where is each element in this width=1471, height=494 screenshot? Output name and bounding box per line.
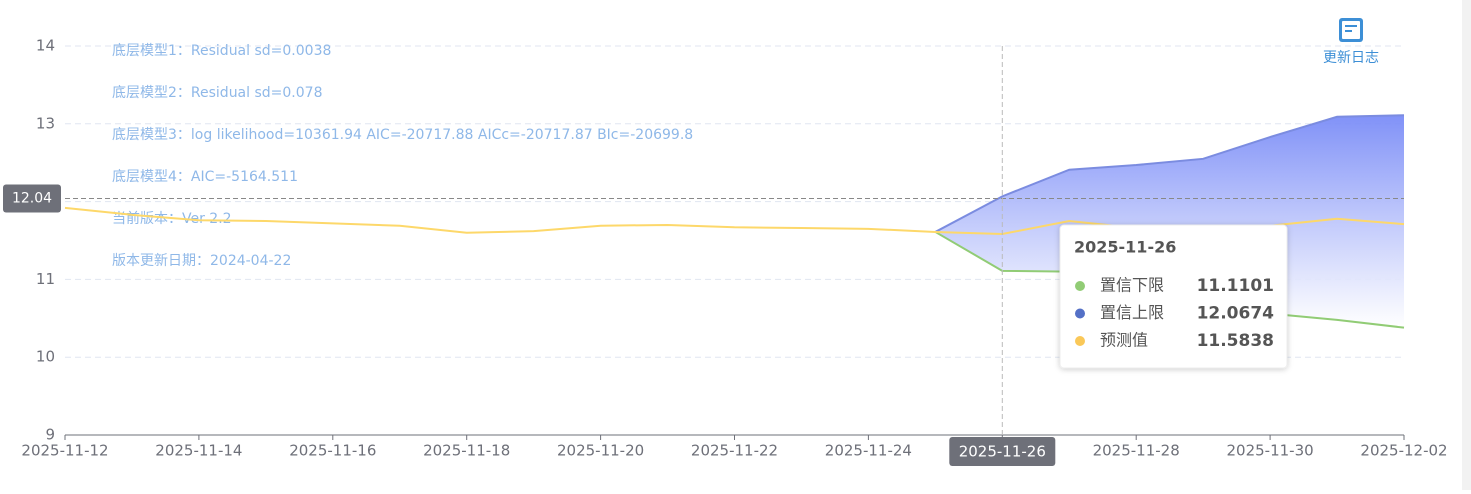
annotation: 版本更新日期：2024-04-22	[112, 253, 291, 269]
pointer-label-bg	[949, 437, 1056, 466]
tooltip-box	[1059, 224, 1288, 369]
annotation: 底层模型3：log likelihood=10361.94 AIC=-20717…	[112, 127, 693, 143]
tooltip-dot	[1075, 281, 1085, 291]
annotation: 底层模型2：Residual sd=0.078	[112, 85, 322, 101]
y-tick-label: 11	[36, 270, 55, 288]
x-tick-label: 2025-11-16	[289, 442, 376, 460]
tooltip-series-name: 置信上限	[1100, 303, 1164, 322]
x-tick-label: 2025-11-14	[155, 442, 242, 460]
series-line	[934, 114, 1405, 233]
pointer-label-y: 12.04	[12, 190, 52, 206]
y-tick-label: 9	[45, 426, 55, 444]
tooltip-value: 12.0674	[1197, 304, 1275, 324]
pointer-label-x: 2025-11-26	[959, 443, 1046, 461]
pointer-label-bg	[3, 184, 61, 213]
update-log-label[interactable]: 更新日志	[1323, 50, 1379, 66]
tooltip-title: 2025-11-26	[1074, 238, 1176, 257]
y-tick-label: 10	[36, 348, 55, 366]
tooltip-value: 11.5838	[1197, 331, 1274, 351]
x-tick-label: 2025-11-20	[557, 442, 644, 460]
tooltip-value: 11.1101	[1197, 276, 1274, 296]
update-log-button[interactable]: 更新日志	[1323, 18, 1379, 66]
scrollbar	[1462, 0, 1471, 490]
x-tick-label: 2025-12-02	[1360, 442, 1447, 460]
y-tick-label: 14	[36, 37, 55, 55]
y-tick-label: 13	[36, 114, 55, 132]
x-tick-label: 2025-11-28	[1093, 442, 1180, 460]
tooltip-dot	[1075, 308, 1085, 319]
x-tick-label: 2025-11-30	[1227, 442, 1314, 460]
x-tick-label: 2025-11-22	[691, 442, 778, 460]
annotation: 底层模型1：Residual sd=0.0038	[112, 43, 331, 59]
tooltip-series-name: 预测值	[1100, 331, 1148, 350]
x-tick-label: 2025-11-12	[21, 442, 108, 460]
tooltip: 2025-11-26 置信下限 11.1101 置信上限 12.0674 预测值 11.58…	[1059, 224, 1288, 369]
x-tick-label: 2025-11-18	[423, 442, 510, 460]
annotation: 底层模型4：AIC=-5164.511	[112, 169, 298, 185]
tooltip-series-name: 置信下限	[1100, 276, 1164, 295]
x-tick-label: 2025-11-24	[825, 442, 912, 460]
tooltip-dot	[1075, 336, 1085, 346]
